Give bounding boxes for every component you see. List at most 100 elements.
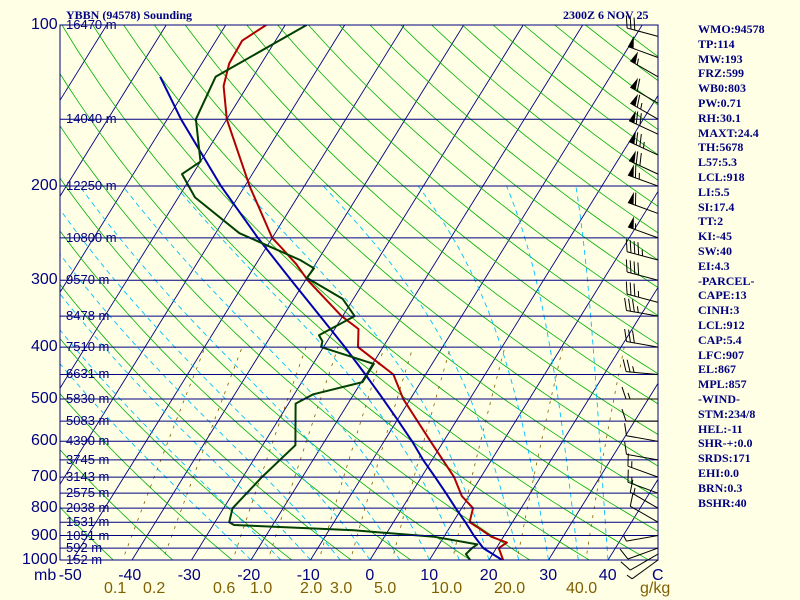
- wind-barb-flag: [633, 283, 636, 297]
- wind-barb-pennant: [628, 110, 636, 124]
- height-label: 2575 m: [66, 485, 110, 501]
- wind-barb-pennant: [627, 35, 634, 49]
- wind-barb-flag: [628, 298, 631, 312]
- dry-adiabat: [60, 177, 472, 560]
- wind-barb-flag: [624, 297, 627, 311]
- wind-barb-flag: [632, 299, 635, 312]
- mixing-ratio-line: [350, 346, 414, 560]
- index-entry: TH:5678: [698, 140, 744, 155]
- temperature-tick-label: -50: [58, 567, 82, 584]
- wind-barb-flag: [626, 359, 631, 373]
- wind-barb-pennant: [627, 164, 634, 178]
- wind-barb-staff: [626, 293, 659, 303]
- wind-barb-staff: [630, 505, 659, 523]
- temperature-tick-label: -40: [118, 567, 142, 584]
- wind-barb: [630, 77, 659, 104]
- wind-barb-flag: [621, 386, 627, 400]
- index-entry: L57:5.3: [698, 155, 737, 170]
- wind-barb: [627, 191, 659, 214]
- parcel-profile-line: [159, 76, 503, 560]
- wind-barb-pennant: [628, 150, 636, 164]
- wind-barb-staff: [627, 226, 659, 239]
- index-entry: LI:5.5: [698, 184, 730, 199]
- wind-barb-flag: [635, 151, 639, 165]
- wind-barb: [623, 535, 659, 542]
- height-label: 8478 m: [66, 308, 110, 324]
- mixing-ratio-line: [122, 346, 206, 560]
- wind-barb-staff: [627, 202, 659, 214]
- index-entry: -PARCEL-: [698, 273, 755, 288]
- isotherm-line: [369, 94, 658, 560]
- wind-barb-pennant: [630, 51, 639, 64]
- wind-barb-flag: [624, 328, 627, 342]
- mixing-ratio-tick-label: 1.0: [250, 580, 273, 597]
- mixing-ratio-tick-label: 10.0: [431, 580, 463, 597]
- sounding-datetime: 2300Z 6 NOV 25: [563, 8, 649, 22]
- mixing-ratio-tick-label: 40.0: [566, 580, 598, 597]
- height-label: 7510 m: [66, 339, 110, 355]
- dry-adiabat: [60, 449, 174, 560]
- wind-barb: [625, 281, 659, 303]
- dry-adiabat: [60, 337, 293, 560]
- index-entry: EL:867: [698, 362, 737, 377]
- pressure-tick-label: 900: [31, 526, 58, 544]
- height-label: 3143 m: [66, 469, 110, 485]
- wind-barb-flag: [639, 153, 642, 166]
- dry-adiabat: [92, 25, 658, 532]
- temperature-tick-label: -30: [177, 567, 201, 584]
- height-label: 2038 m: [66, 500, 110, 516]
- wind-barb: [630, 93, 659, 120]
- moist-adiabat: [60, 208, 371, 560]
- wind-barb-flag: [629, 240, 632, 253]
- index-entry: FRZ:599: [698, 66, 744, 81]
- wind-barb-flag: [629, 282, 632, 296]
- wind-barb-flag: [637, 262, 640, 276]
- pressure-tick-label: 800: [31, 499, 58, 517]
- pressure-unit-label: mb: [34, 567, 57, 584]
- isotherm-line: [71, 25, 405, 560]
- wind-barb-staff: [630, 491, 659, 509]
- index-entry: WB0:803: [698, 81, 746, 96]
- wind-barb-half-flag: [633, 487, 636, 495]
- height-label: 16470 m: [66, 17, 117, 32]
- wind-barb-flag: [633, 17, 636, 31]
- wind-barb-staff: [630, 553, 659, 571]
- height-label: 3745 m: [66, 451, 110, 467]
- wind-barb-pennant: [628, 131, 636, 145]
- temperature-tick-label: 30: [539, 567, 558, 584]
- index-entry: BSHR:40: [698, 495, 747, 510]
- moist-adiabat: [79, 185, 401, 560]
- dry-adiabat: [60, 72, 591, 560]
- dry-adiabat: [308, 25, 658, 317]
- pressure-tick-label: 200: [31, 177, 58, 195]
- index-entry: SW:40: [698, 243, 733, 258]
- mixing-ratio-tick-label: 2.0: [300, 580, 323, 597]
- wind-barb: [628, 110, 659, 135]
- index-entry: CAP:5.4: [698, 332, 742, 347]
- height-label: 4390 m: [66, 433, 110, 449]
- wind-barb-flag: [625, 15, 628, 29]
- mixing-ratio-line: [516, 347, 564, 560]
- dry-adiabat: [60, 283, 352, 560]
- wind-barb-flag: [624, 441, 627, 455]
- wind-barb-staff: [627, 46, 659, 58]
- dry-adiabat: [184, 25, 658, 435]
- wind-barb: [624, 423, 659, 442]
- wind-barb-staff: [627, 174, 659, 187]
- plot-lines: [60, 25, 658, 560]
- wind-barb-pennant: [630, 93, 639, 107]
- mixing-ratio-unit-label: g/kg: [640, 580, 671, 597]
- wind-barb-flag: [629, 260, 632, 274]
- dry-adiabat: [60, 506, 114, 560]
- wind-barb-half-flag: [626, 574, 633, 580]
- station-title: YBBN (94578) Sounding: [66, 8, 193, 22]
- mixing-ratio-line: [162, 346, 243, 560]
- wind-barb-flag: [624, 423, 627, 436]
- wind-barb-half-flag: [636, 306, 639, 313]
- wind-barb-flag: [636, 78, 641, 92]
- isotherm-line: [60, 25, 227, 294]
- isotherm-line: [60, 25, 286, 390]
- moist-adiabat: [60, 293, 311, 560]
- plot-frame: [59, 24, 659, 561]
- wind-barb: [620, 553, 659, 571]
